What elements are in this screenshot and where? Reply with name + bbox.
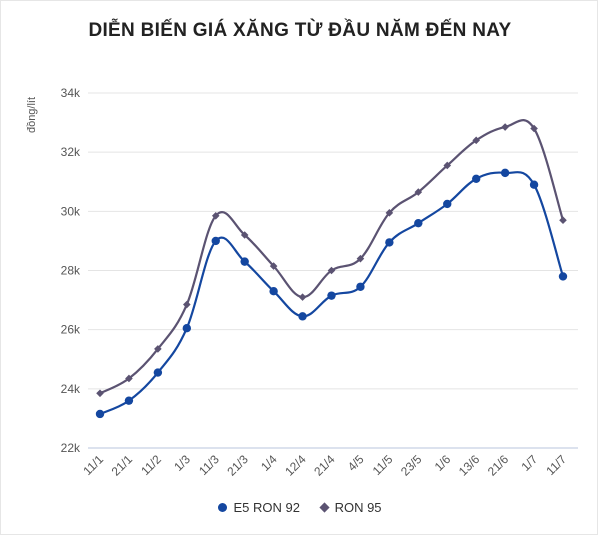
data-point-e5-ron-92	[385, 238, 394, 247]
data-point-e5-ron-92	[471, 174, 481, 183]
data-point-ron-95	[125, 374, 133, 383]
data-point-ron-95	[559, 216, 567, 225]
grid-layer	[88, 92, 578, 449]
data-point-ron-95	[183, 300, 191, 309]
x-tick-label: 11/5	[370, 452, 396, 478]
x-tick-label: 11/1	[80, 452, 106, 478]
legend-diamond-icon	[318, 502, 330, 513]
legend-circle-icon	[218, 503, 228, 512]
y-tick-label: 24k	[61, 382, 81, 396]
y-tick-label: 22k	[61, 441, 81, 455]
legend-item-ron-95[interactable]: RON 95	[318, 500, 382, 515]
data-point-e5-ron-92	[414, 218, 423, 228]
data-point-e5-ron-92	[153, 368, 163, 377]
y-axis: 22k 24k 26k 28k 30k 32k 34k	[61, 86, 81, 455]
data-point-ron-95	[327, 266, 336, 275]
data-point-ron-95	[240, 231, 249, 239]
data-point-ron-95	[96, 389, 104, 398]
data-point-ron-95	[472, 136, 480, 145]
x-axis: 11/1 21/1 11/2 1/3 11/3 21/3 1/4 12/4 21/4 4/5 11/…	[80, 452, 569, 479]
y-tick-label: 26k	[61, 323, 81, 337]
data-point-e5-ron-92	[443, 199, 452, 209]
data-point-ron-95	[298, 293, 307, 301]
data-point-e5-ron-92	[240, 257, 249, 266]
data-point-ron-95	[414, 188, 423, 196]
data-point-ron-95	[154, 345, 162, 353]
data-point-ron-95	[356, 254, 365, 263]
data-point-e5-ron-92	[269, 287, 278, 296]
data-point-ron-95	[443, 161, 452, 170]
data-point-e5-ron-92	[211, 236, 220, 246]
legend: E5 RON 92 RON 95	[0, 500, 600, 515]
x-tick-label: 11/3	[196, 452, 222, 478]
data-point-e5-ron-92	[124, 396, 134, 405]
data-point-e5-ron-92	[500, 168, 510, 178]
data-point-ron-95	[211, 211, 220, 220]
x-tick-label: 12/4	[282, 452, 309, 479]
y-tick-label: 32k	[61, 145, 81, 159]
x-tick-label: 11/2	[138, 452, 164, 478]
data-point-ron-95	[530, 124, 538, 133]
series-layer	[95, 119, 568, 419]
x-tick-label: 23/5	[398, 452, 425, 479]
y-tick-label: 30k	[61, 204, 81, 218]
y-tick-label: 34k	[61, 86, 81, 100]
data-point-e5-ron-92	[529, 180, 539, 189]
x-tick-label: 13/6	[456, 452, 483, 479]
data-point-e5-ron-92	[558, 272, 568, 281]
legend-item-e5-ron-92[interactable]: E5 RON 92	[218, 500, 300, 515]
chart-title: DIỄN BIẾN GIÁ XĂNG TỪ ĐẦU NĂM ĐẾN NAY	[88, 20, 512, 41]
data-point-ron-95	[385, 209, 394, 217]
legend-label-ron-95: RON 95	[334, 500, 382, 515]
data-point-e5-ron-92	[182, 323, 192, 333]
data-point-e5-ron-92	[95, 409, 105, 419]
x-tick-label: 21/4	[311, 452, 338, 479]
series-line-ron-95	[99, 119, 565, 395]
x-tick-label: 1/7	[518, 452, 540, 474]
data-point-ron-95	[269, 262, 278, 270]
x-tick-label: 1/3	[171, 452, 193, 474]
data-point-e5-ron-92	[356, 282, 365, 291]
x-tick-label: 21/1	[109, 452, 136, 479]
x-tick-label: 4/5	[345, 452, 367, 474]
data-point-e5-ron-92	[327, 291, 336, 300]
x-tick-label: 1/6	[432, 452, 454, 474]
x-tick-label: 21/6	[485, 452, 512, 479]
x-tick-label: 1/4	[258, 452, 280, 474]
x-tick-label: 21/3	[224, 452, 251, 479]
legend-label-e5-ron-92: E5 RON 92	[233, 500, 300, 515]
y-tick-label: 28k	[61, 264, 81, 278]
x-tick-label: 11/7	[543, 452, 569, 478]
data-point-e5-ron-92	[298, 312, 307, 321]
data-point-ron-95	[501, 123, 509, 131]
y-axis-label: đồng/lít	[26, 97, 38, 133]
